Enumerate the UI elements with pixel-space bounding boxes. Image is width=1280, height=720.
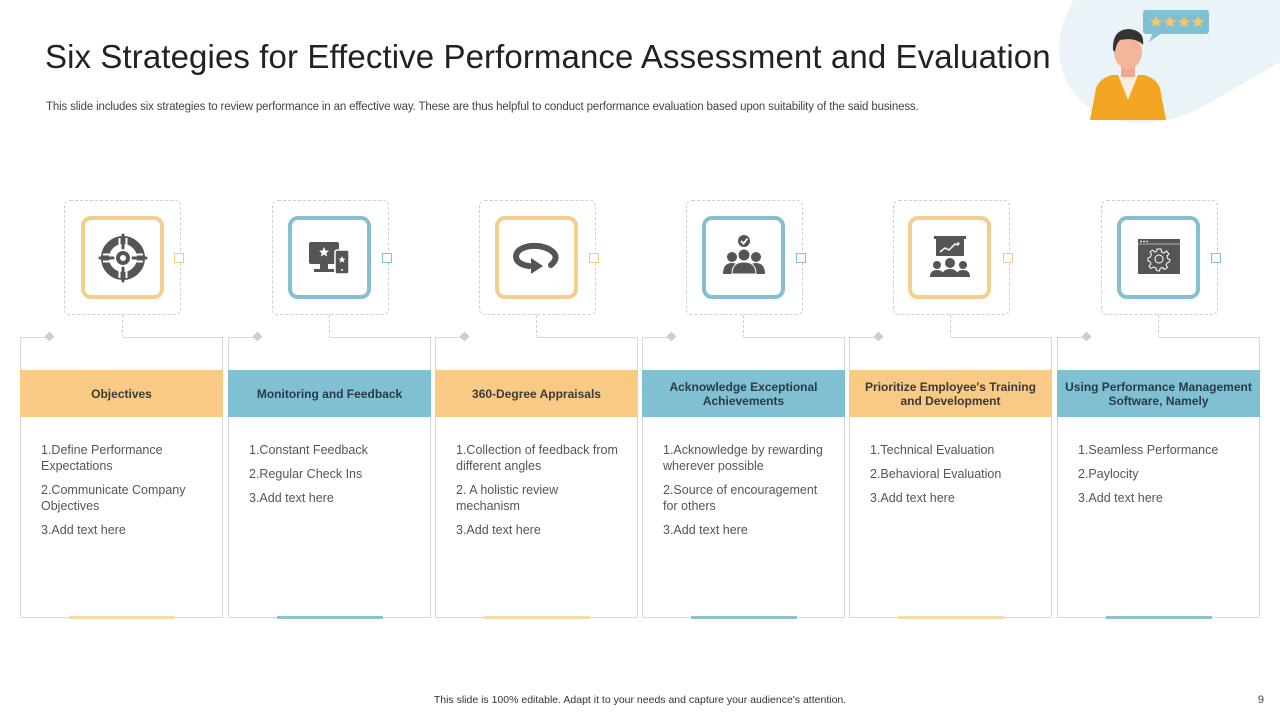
strategy-card: Monitoring and Feedback 1.Constant Feedb… <box>228 331 431 619</box>
strategy-heading: Objectives <box>20 370 223 417</box>
footer-note: This slide is 100% editable. Adapt it to… <box>433 694 847 706</box>
card-accent-bar <box>484 616 590 619</box>
card-corner-dot <box>666 331 677 342</box>
strategy-point: 3.Add text here <box>456 523 541 537</box>
card-corner-dot <box>252 331 263 342</box>
strategy-heading: 360-Degree Appraisals <box>435 370 638 417</box>
page-number: 9 <box>1257 694 1264 706</box>
connector-square <box>174 253 184 263</box>
icon-tile <box>81 216 164 299</box>
strategy-points: 1.Seamless Performance 2.Paylocity 3.Add… <box>1078 442 1245 514</box>
connector-line <box>122 315 123 338</box>
strategy-point: 3.Add text here <box>249 491 334 505</box>
strategy-point: 1.Seamless Performance <box>1078 443 1219 457</box>
strategy-point: 1.Constant Feedback <box>249 443 368 457</box>
page-subtitle: This slide includes six strategies to re… <box>46 101 919 113</box>
strategy-point: 1.Collection of feedback from different … <box>456 443 618 473</box>
strategy-heading: Monitoring and Feedback <box>228 370 431 417</box>
connector-line <box>950 315 951 338</box>
card-corner-dot <box>459 331 470 342</box>
connector-line <box>1158 315 1159 338</box>
card-corner-dot <box>873 331 884 342</box>
strategy-card: Using Performance Management Software, N… <box>1057 331 1260 619</box>
strategy-card: Prioritize Employee's Training and Devel… <box>849 331 1052 619</box>
strategy-point: 2. A holistic review mechanism <box>456 483 559 513</box>
strategy-heading: Acknowledge Exceptional Achievements <box>642 370 845 417</box>
icon-tile <box>288 216 371 299</box>
connector-line <box>536 315 537 338</box>
card-accent-bar <box>69 616 175 619</box>
target-icon <box>98 233 147 282</box>
strategy-point: 1.Acknowledge by rewarding wherever poss… <box>663 443 823 473</box>
strategy-card: Objectives 1.Define Performance Expectat… <box>20 331 223 619</box>
card-corner-dot <box>44 331 55 342</box>
strategy-point: 3.Add text here <box>870 491 955 505</box>
strategy-point: 3.Add text here <box>663 523 748 537</box>
strategy-card: 360-Degree Appraisals 1.Collection of fe… <box>435 331 638 619</box>
strategy-points: 1.Constant Feedback 2.Regular Check Ins … <box>249 442 416 514</box>
reviewer-illustration <box>1050 0 1280 140</box>
strategy-point: 3.Add text here <box>1078 491 1163 505</box>
strategy-point: 2.Behavioral Evaluation <box>870 467 1002 481</box>
connector-square <box>796 253 806 263</box>
card-accent-bar <box>277 616 383 619</box>
rotate-arrow-icon <box>512 242 559 274</box>
connector-square <box>1211 253 1221 263</box>
software-settings-icon <box>1137 238 1180 274</box>
strategy-points: 1.Acknowledge by rewarding wherever poss… <box>663 442 830 546</box>
connector-square <box>589 253 599 263</box>
team-approved-icon <box>722 234 765 274</box>
icon-tile <box>495 216 578 299</box>
devices-star-icon <box>308 241 350 275</box>
strategy-point: 1.Technical Evaluation <box>870 443 995 457</box>
icon-tile <box>702 216 785 299</box>
strategy-point: 2.Communicate Company Objectives <box>41 483 186 513</box>
icon-tile <box>908 216 991 299</box>
strategy-point: 2.Regular Check Ins <box>249 467 363 481</box>
card-accent-bar <box>898 616 1004 619</box>
page-title: Six Strategies for Effective Performance… <box>45 38 1051 75</box>
training-presentation-icon <box>929 235 970 277</box>
strategy-point: 2.Paylocity <box>1078 467 1139 481</box>
icon-tile <box>1117 216 1200 299</box>
card-accent-bar <box>1106 616 1212 619</box>
reviewer-with-star-rating-icon <box>1090 10 1209 120</box>
card-accent-bar <box>691 616 797 619</box>
connector-line <box>329 315 330 338</box>
connector-square <box>1003 253 1013 263</box>
strategy-point: 2.Source of encouragement for others <box>663 483 818 513</box>
strategy-point: 1.Define Performance Expectations <box>41 443 163 473</box>
connector-square <box>382 253 392 263</box>
strategy-card: Acknowledge Exceptional Achievements 1.A… <box>642 331 845 619</box>
strategy-points: 1.Define Performance Expectations 2.Comm… <box>41 442 208 546</box>
strategy-heading: Prioritize Employee's Training and Devel… <box>849 370 1052 417</box>
card-corner-dot <box>1081 331 1092 342</box>
strategy-points: 1.Collection of feedback from different … <box>456 442 623 546</box>
strategy-points: 1.Technical Evaluation 2.Behavioral Eval… <box>870 442 1037 514</box>
strategy-heading: Using Performance Management Software, N… <box>1057 370 1260 417</box>
connector-line <box>743 315 744 338</box>
strategy-point: 3.Add text here <box>41 523 126 537</box>
